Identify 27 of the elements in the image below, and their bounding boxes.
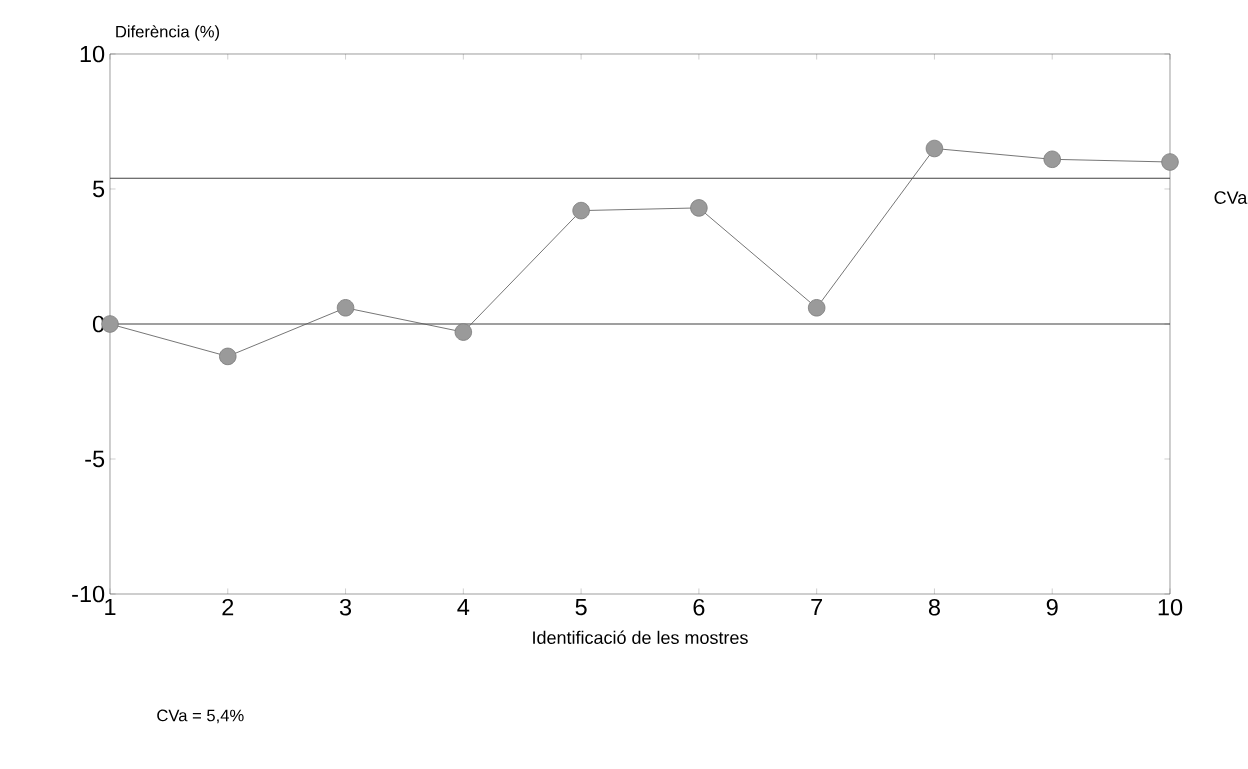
x-tick-label: 10 <box>1158 598 1183 616</box>
point <box>219 347 237 366</box>
y-tick-label: 10 <box>80 45 105 63</box>
x-axis-title: Identificació de les mostres <box>533 630 748 644</box>
y-axis-title: Diferència (%) <box>116 25 220 41</box>
point <box>336 299 355 317</box>
x-tick-label: 1 <box>105 598 116 616</box>
x-tick-label: 9 <box>1046 598 1058 616</box>
text: CVa = 5,4% <box>157 709 244 724</box>
y-tick-label: -5 <box>85 450 105 468</box>
y-tick-label: 5 <box>92 180 105 198</box>
y-tick-label: -10 <box>72 585 105 603</box>
point <box>925 139 944 158</box>
point <box>1043 150 1061 169</box>
point <box>572 201 590 220</box>
point <box>807 299 826 317</box>
x-tick-label: 8 <box>928 598 940 616</box>
x-tick-label: 3 <box>339 598 352 616</box>
ref-line-label: CVa <box>1214 191 1248 204</box>
x-tick-label: 2 <box>222 598 234 616</box>
point <box>1161 153 1179 171</box>
point <box>690 199 708 217</box>
point <box>454 323 473 341</box>
x-tick-label: 4 <box>457 598 470 616</box>
x-tick-label: 6 <box>693 598 705 616</box>
x-tick-label: 7 <box>811 598 823 616</box>
x-tick-label: 5 <box>575 598 587 616</box>
